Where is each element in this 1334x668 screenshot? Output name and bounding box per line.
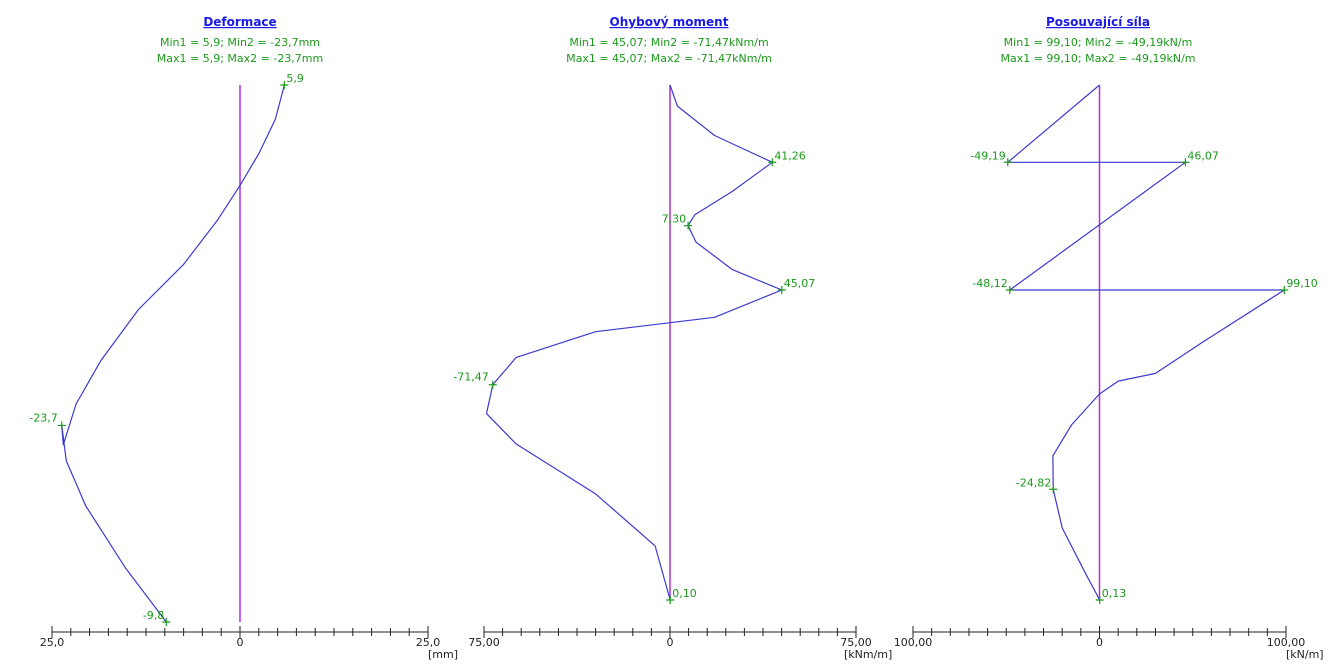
- point-marker: [1003, 158, 1012, 167]
- point-marker: [1280, 285, 1289, 294]
- point-marker: [768, 158, 777, 167]
- series-line: [485, 84, 783, 601]
- point-marker: [1049, 485, 1058, 494]
- x-tick-label: 100,00: [894, 636, 933, 649]
- x-tick-label: 0: [1096, 636, 1103, 649]
- point-marker: [1095, 596, 1104, 604]
- chart-title-ohybovy-moment[interactable]: Ohybový moment: [610, 15, 729, 29]
- x-tick-label: 100,00: [1267, 636, 1306, 649]
- data-label: 0,13: [1102, 587, 1127, 600]
- axis-unit-label: [kNm/m]: [844, 648, 892, 661]
- x-tick-label: 0: [667, 636, 674, 649]
- axis-unit-label: [mm]: [428, 648, 458, 661]
- data-label: -23,7: [29, 411, 57, 424]
- data-label: -48,12: [972, 277, 1007, 290]
- chart-title-deformace[interactable]: Deformace: [203, 15, 276, 29]
- chart-subtitle-max: Max1 = 99,10; Max2 = -49,19kN/m: [1000, 52, 1195, 65]
- panel-posouvajici-sila: Posouvající síla Min1 = 99,10; Min2 = -4…: [894, 15, 1324, 661]
- data-label: 46,07: [1187, 149, 1219, 162]
- x-tick-label: 0: [237, 636, 244, 649]
- series-line: [1007, 84, 1285, 601]
- data-label: 99,10: [1286, 277, 1318, 290]
- chart-subtitle-min: Min1 = 45,07; Min2 = -71,47kNm/m: [569, 36, 768, 49]
- data-label: -24,82: [1016, 476, 1051, 489]
- data-label: 7,30: [662, 213, 687, 226]
- point-marker: [488, 380, 497, 389]
- chart-subtitle-min: Min1 = 5,9; Min2 = -23,7mm: [160, 36, 320, 49]
- x-tick-label: 25,0: [416, 636, 441, 649]
- data-label: 41,26: [774, 149, 806, 162]
- data-label: -71,47: [453, 371, 488, 384]
- data-label: -9,8: [143, 609, 164, 622]
- point-marker: [1181, 158, 1190, 167]
- data-label: -49,19: [970, 149, 1005, 162]
- series-line: [61, 84, 285, 623]
- x-tick-label: 75,00: [468, 636, 500, 649]
- chart-subtitle-min: Min1 = 99,10; Min2 = -49,19kN/m: [1004, 36, 1193, 49]
- point-marker: [162, 618, 171, 626]
- panel-ohybovy-moment: Ohybový moment Min1 = 45,07; Min2 = -71,…: [453, 15, 892, 661]
- chart-subtitle-max: Max1 = 45,07; Max2 = -71,47kNm/m: [566, 52, 772, 65]
- x-tick-label: 25,0: [40, 636, 65, 649]
- chart-title-posouvajici-sila[interactable]: Posouvající síla: [1046, 15, 1150, 29]
- data-label: 5,9: [286, 72, 304, 85]
- chart-subtitle-max: Max1 = 5,9; Max2 = -23,7mm: [157, 52, 324, 65]
- point-marker: [666, 596, 675, 604]
- point-marker: [57, 421, 66, 430]
- axis-unit-label: [kN/m]: [1286, 648, 1324, 661]
- x-tick-label: 75,00: [840, 636, 872, 649]
- panel-deformace: Deformace Min1 = 5,9; Min2 = -23,7mm Max…: [29, 15, 458, 661]
- point-marker: [777, 285, 786, 294]
- point-marker: [280, 81, 289, 89]
- point-marker: [1005, 285, 1014, 294]
- data-label: 45,07: [784, 277, 816, 290]
- point-marker: [684, 221, 693, 230]
- data-label: 0,10: [672, 587, 697, 600]
